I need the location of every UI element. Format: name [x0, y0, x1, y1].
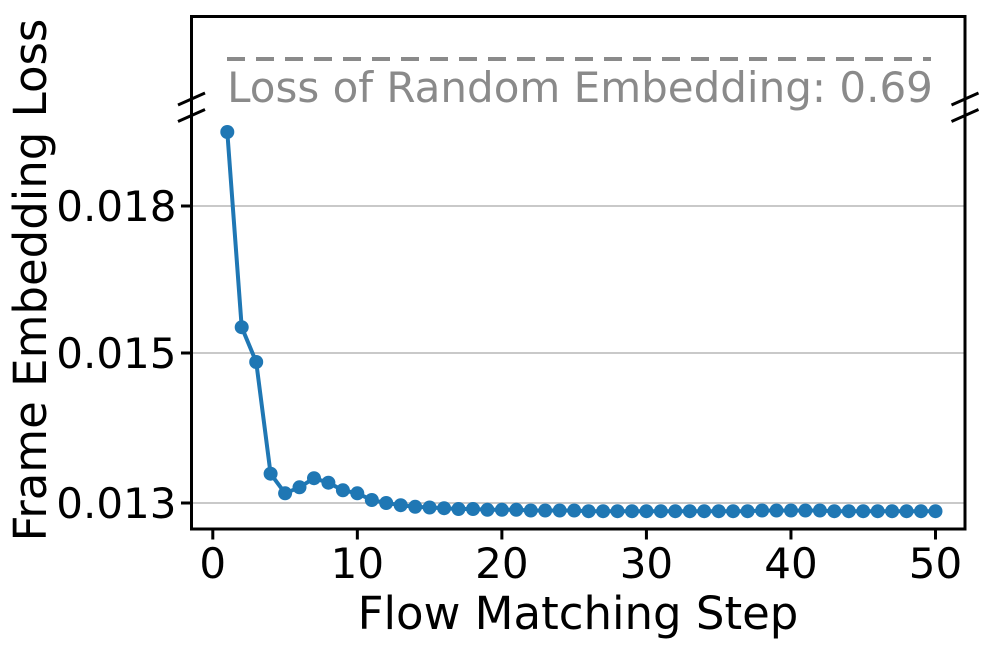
data-point-marker	[726, 504, 741, 519]
data-point-marker	[841, 504, 856, 519]
data-point-marker	[523, 503, 538, 518]
data-point-marker	[755, 503, 770, 518]
axis-break-mark	[177, 108, 206, 123]
axis-break-mark	[177, 91, 206, 107]
data-point-marker	[234, 320, 249, 335]
loss-curve-markers	[220, 125, 943, 519]
axis-break-marks	[177, 91, 980, 123]
axis-break-mark	[950, 108, 980, 123]
data-point-marker	[408, 499, 423, 514]
data-point-marker	[263, 466, 278, 481]
data-point-marker	[668, 504, 683, 519]
data-point-marker	[798, 503, 813, 518]
data-point-marker	[639, 504, 654, 519]
data-point-marker	[278, 486, 293, 501]
data-point-marker	[350, 486, 365, 501]
gridlines	[191, 204, 965, 504]
y-tick-label: 0.015	[56, 329, 176, 378]
data-point-marker	[928, 504, 943, 519]
data-point-marker	[567, 503, 582, 518]
data-point-marker	[899, 504, 914, 519]
x-tick-label: 30	[620, 539, 673, 588]
data-point-marker	[682, 504, 697, 519]
y-axis-label: Frame Embedding Loss	[4, 19, 57, 542]
data-point-marker	[914, 504, 928, 519]
data-point-marker	[812, 503, 827, 518]
data-point-marker	[697, 504, 712, 519]
y-tick-label: 0.013	[56, 479, 176, 528]
data-point-marker	[480, 502, 495, 517]
data-point-marker	[856, 504, 871, 519]
data-point-marker	[538, 503, 553, 518]
data-point-marker	[393, 498, 408, 513]
data-point-marker	[827, 504, 842, 519]
y-tick-label: 0.018	[56, 182, 176, 231]
data-point-marker	[466, 502, 480, 516]
data-point-marker	[422, 500, 437, 515]
data-point-marker	[220, 125, 235, 139]
y-axis: 0.013 0.015 0.018	[56, 182, 192, 528]
data-point-marker	[364, 493, 379, 507]
x-tick-label: 10	[331, 539, 384, 588]
data-point-marker	[437, 501, 452, 516]
data-point-marker	[552, 503, 567, 518]
data-point-marker	[610, 504, 625, 519]
x-tick-label: 0	[199, 539, 226, 588]
data-point-marker	[249, 355, 264, 369]
random-embedding-annotation: Loss of Random Embedding: 0.69	[227, 63, 933, 112]
data-point-marker	[769, 503, 784, 518]
data-point-marker	[885, 504, 900, 519]
x-axis: 0 10 20 30 40 50	[199, 529, 962, 588]
data-point-marker	[581, 504, 596, 519]
data-point-marker	[625, 504, 639, 519]
axis-break-mark	[950, 91, 980, 107]
data-point-marker	[596, 504, 611, 519]
data-point-marker	[307, 471, 321, 486]
data-point-marker	[335, 483, 350, 498]
data-point-marker	[321, 475, 336, 490]
plot-border	[190, 15, 967, 531]
data-point-marker	[653, 504, 668, 519]
data-point-marker	[451, 502, 466, 516]
data-point-marker	[870, 504, 885, 519]
x-tick-label: 50	[909, 539, 962, 588]
data-point-marker	[711, 504, 726, 519]
x-tick-label: 20	[475, 539, 528, 588]
x-tick-label: 40	[764, 539, 817, 588]
data-point-marker	[509, 502, 524, 517]
x-axis-label: Flow Matching Step	[358, 587, 799, 640]
data-point-marker	[379, 496, 394, 510]
data-point-marker	[292, 480, 307, 495]
data-point-marker	[784, 503, 798, 518]
data-point-marker	[494, 502, 509, 517]
data-point-marker	[740, 504, 755, 519]
